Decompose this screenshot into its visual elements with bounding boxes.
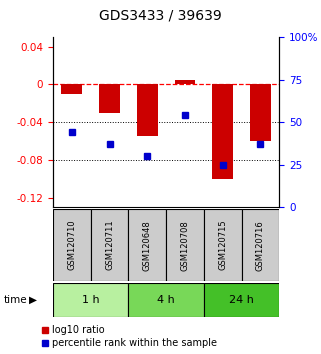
Bar [128, 209, 166, 281]
Bar [250, 84, 271, 141]
Bar [241, 209, 279, 281]
Text: ▶: ▶ [29, 295, 37, 305]
Text: 1 h: 1 h [82, 295, 100, 305]
Text: GDS3433 / 39639: GDS3433 / 39639 [99, 9, 222, 23]
Text: GSM120708: GSM120708 [180, 220, 189, 270]
Bar [91, 209, 128, 281]
Bar [128, 283, 204, 317]
Bar [61, 84, 82, 94]
Text: 4 h: 4 h [157, 295, 175, 305]
Bar [204, 209, 241, 281]
Bar [53, 283, 128, 317]
Bar [212, 84, 233, 179]
Text: GSM120648: GSM120648 [143, 220, 152, 270]
Legend: log10 ratio, percentile rank within the sample: log10 ratio, percentile rank within the … [42, 325, 217, 348]
Text: GSM120710: GSM120710 [67, 220, 76, 270]
Bar [175, 80, 195, 84]
Bar [53, 209, 91, 281]
Text: 24 h: 24 h [229, 295, 254, 305]
Text: GSM120715: GSM120715 [218, 220, 227, 270]
Bar [137, 84, 158, 136]
Bar [99, 84, 120, 113]
Text: GSM120711: GSM120711 [105, 220, 114, 270]
Bar [166, 209, 204, 281]
Text: time: time [3, 295, 27, 305]
Bar [204, 283, 279, 317]
Text: GSM120716: GSM120716 [256, 220, 265, 270]
